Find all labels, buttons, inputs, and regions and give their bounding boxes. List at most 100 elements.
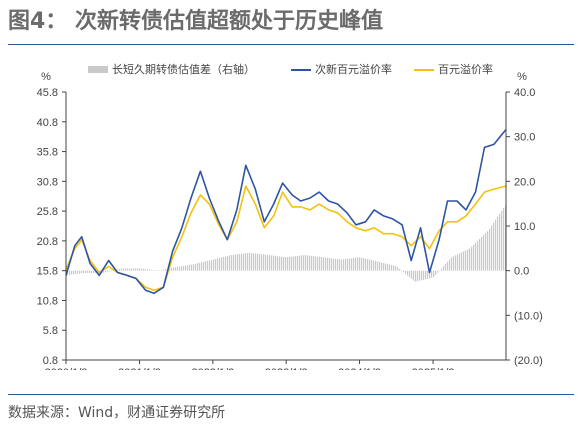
diff-bar (165, 269, 167, 271)
diff-bar (127, 268, 129, 271)
diff-bar (435, 270, 437, 275)
diff-bar (277, 256, 279, 271)
diff-bar (211, 259, 213, 271)
diff-bar (299, 255, 301, 271)
diff-bar (73, 270, 75, 275)
diff-bar (337, 259, 339, 271)
diff-bar (459, 253, 461, 271)
diff-bar (335, 258, 337, 271)
diff-bar (485, 233, 487, 271)
right-axis-ticks: 40.0 30.0 20.0 10.0 0.0 (10.0) (20.0) (506, 87, 543, 367)
diff-bar (103, 270, 105, 273)
diff-bar (437, 270, 439, 273)
diff-bar (107, 270, 109, 272)
diff-bar (221, 257, 223, 271)
diff-bar (287, 257, 289, 271)
left-axis-unit: % (41, 71, 51, 83)
diff-bar (365, 258, 367, 271)
diff-bar (171, 268, 173, 271)
diff-bar (153, 270, 155, 271)
diff-bar (409, 270, 411, 278)
diff-bar (389, 264, 391, 271)
diff-bar (425, 270, 427, 280)
diff-bar (141, 268, 143, 271)
line-new-premium (65, 128, 507, 295)
diff-bar (497, 216, 499, 271)
diff-bar (267, 254, 269, 271)
diff-bar (149, 269, 151, 271)
diff-bar (405, 270, 407, 274)
diff-bar (483, 235, 485, 271)
left-axis-ticks: 45.8 40.8 35.8 30.8 25.8 20.8 15.8 10.8 5.8 0.8 (37, 87, 66, 367)
diff-bar (307, 255, 309, 271)
diff-bar (465, 250, 467, 271)
diff-bar (117, 269, 119, 271)
diff-bar (327, 257, 329, 271)
diff-bar (219, 257, 221, 271)
diff-bar (371, 260, 373, 271)
diff-bar (197, 263, 199, 271)
diff-bar (207, 260, 209, 271)
right-tick-label: 10.0 (514, 221, 535, 233)
right-tick-label: 30.0 (514, 132, 535, 144)
diff-bar (189, 264, 191, 271)
diff-bar (223, 256, 225, 271)
diff-bar (227, 255, 229, 271)
diff-bar (233, 254, 235, 271)
diff-bar (351, 258, 353, 271)
diff-bar (159, 270, 161, 271)
diff-bar (217, 258, 219, 271)
diff-bar (147, 269, 149, 271)
legend-label-new: 次新百元溢价率 (315, 62, 392, 76)
diff-bar (231, 255, 233, 271)
diff-bar (451, 257, 453, 271)
chart: 长短久期转债估值差（右轴） 次新百元溢价率 百元溢价率 % % 45.8 40.8… (37, 62, 543, 370)
diff-bar (271, 255, 273, 271)
diff-bar (383, 263, 385, 271)
diff-bar (181, 266, 183, 271)
diff-bar (397, 267, 399, 271)
diff-bar (423, 270, 425, 280)
x-tick-label: 2022/1/2 (191, 367, 234, 370)
diff-bar (487, 231, 489, 271)
diff-bar (185, 265, 187, 271)
diff-bar (501, 210, 503, 271)
diff-bar (407, 270, 409, 276)
diff-bar (235, 254, 237, 271)
diff-bar (193, 264, 195, 271)
diff-bar (291, 256, 293, 271)
diff-bar (399, 268, 401, 271)
diff-bar (187, 265, 189, 271)
diff-bar (77, 270, 79, 274)
diff-bar (87, 270, 89, 273)
diff-bar (495, 219, 497, 271)
diff-bar (89, 270, 91, 273)
diff-bar (203, 261, 205, 271)
diff-bar (201, 262, 203, 271)
diff-bar (331, 258, 333, 271)
right-tick-label: 20.0 (514, 176, 535, 188)
left-tick-label: 0.8 (43, 355, 58, 367)
diff-bar (245, 253, 247, 271)
diff-bar (417, 270, 419, 282)
diff-bar (69, 270, 71, 275)
diff-bar (345, 258, 347, 271)
diff-bar (239, 254, 241, 271)
diff-bar (343, 259, 345, 271)
diff-bar (75, 270, 77, 275)
diff-bar (453, 256, 455, 271)
diff-bar (195, 263, 197, 271)
legend-label-diff: 长短久期转债估值差（右轴） (112, 62, 255, 76)
diff-bar (137, 268, 139, 271)
diff-bar (155, 270, 157, 271)
diff-bar (257, 253, 259, 271)
left-tick-label: 10.8 (37, 295, 58, 307)
diff-bar (285, 257, 287, 271)
diff-bar (429, 270, 431, 279)
diff-bar (479, 238, 481, 271)
diff-bar (251, 253, 253, 271)
diff-bar (297, 255, 299, 271)
diff-bar (303, 255, 305, 271)
diff-bar (481, 236, 483, 271)
x-tick-label: 2025/1/2 (412, 367, 455, 370)
